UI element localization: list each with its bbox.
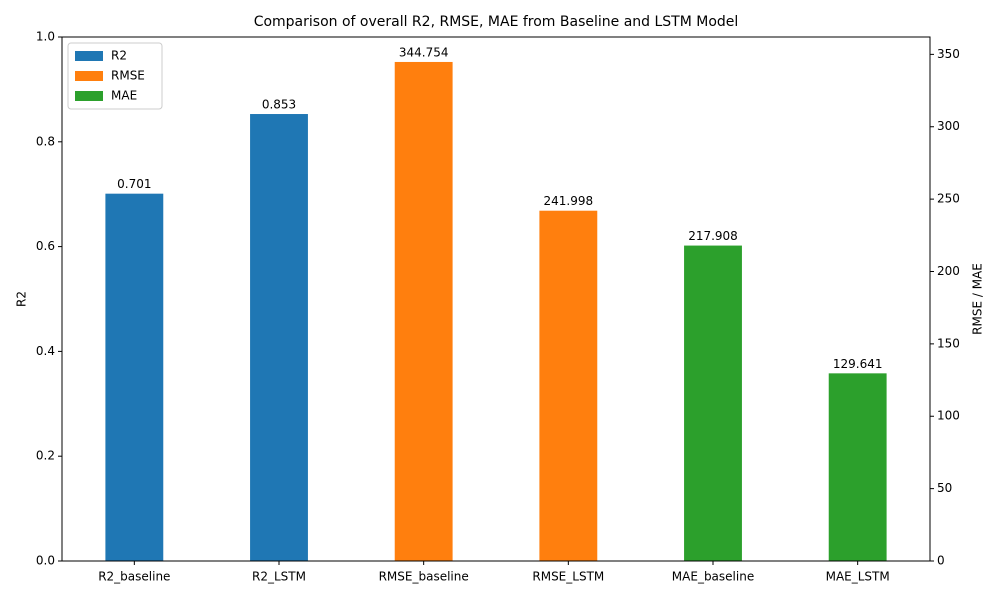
y-axis-label: R2 bbox=[15, 291, 29, 307]
y2-tick-label: 350 bbox=[937, 47, 960, 61]
y-tick-label: 0.2 bbox=[36, 449, 55, 463]
legend-swatch bbox=[75, 91, 103, 101]
x-tick-label: R2_LSTM bbox=[252, 570, 306, 584]
y2-tick-label: 50 bbox=[937, 481, 952, 495]
value-label: 0.701 bbox=[117, 177, 151, 191]
x-tick-label: RMSE_LSTM bbox=[532, 570, 604, 584]
value-label: 217.908 bbox=[688, 229, 738, 243]
x-tick-label: MAE_LSTM bbox=[826, 570, 890, 584]
y2-tick-label: 100 bbox=[937, 409, 960, 423]
y2-tick-label: 200 bbox=[937, 264, 960, 278]
y2-tick-label: 300 bbox=[937, 119, 960, 133]
y-tick-label: 0.4 bbox=[36, 344, 55, 358]
bar bbox=[105, 193, 164, 561]
value-label: 0.853 bbox=[262, 98, 296, 112]
bar bbox=[394, 61, 453, 562]
x-tick-label: R2_baseline bbox=[98, 570, 170, 584]
bar bbox=[828, 373, 887, 561]
plot-frame bbox=[61, 36, 931, 562]
value-label: 129.641 bbox=[833, 357, 883, 371]
y-tick-label: 0.6 bbox=[36, 239, 55, 253]
y-tick-label: 1.0 bbox=[36, 30, 55, 44]
legend-label: R2 bbox=[111, 49, 127, 63]
bar bbox=[539, 210, 598, 561]
y2-axis-label: RMSE / MAE bbox=[971, 263, 985, 335]
legend-label: RMSE bbox=[111, 69, 145, 83]
legend-label: MAE bbox=[111, 89, 137, 103]
x-tick-label: MAE_baseline bbox=[672, 570, 754, 584]
y2-tick-label: 250 bbox=[937, 192, 960, 206]
value-label: 241.998 bbox=[544, 194, 594, 208]
x-tick-label: RMSE_baseline bbox=[379, 570, 469, 584]
y2-tick-label: 150 bbox=[937, 336, 960, 350]
y2-tick-label: 0 bbox=[937, 554, 945, 568]
chart-title: Comparison of overall R2, RMSE, MAE from… bbox=[254, 14, 739, 30]
y-tick-label: 0.0 bbox=[36, 554, 55, 568]
bar bbox=[250, 114, 308, 561]
value-label: 344.754 bbox=[399, 45, 449, 59]
legend-swatch bbox=[75, 71, 103, 81]
bar bbox=[684, 245, 742, 561]
legend-swatch bbox=[75, 51, 103, 61]
y-tick-label: 0.8 bbox=[36, 134, 55, 148]
